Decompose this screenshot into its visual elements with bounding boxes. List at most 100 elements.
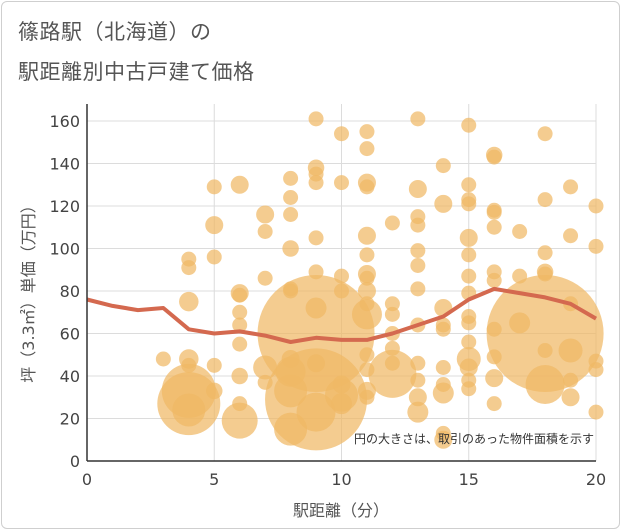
bubble-point — [351, 299, 382, 330]
bubble-point — [206, 249, 222, 265]
bubble-point — [410, 111, 426, 127]
y-tick-label: 160 — [49, 112, 80, 131]
bubble-point — [410, 217, 426, 233]
bubble-point — [359, 179, 375, 195]
bubble-point — [384, 306, 400, 322]
bubble-point — [486, 204, 502, 220]
bubble-point — [357, 226, 376, 245]
bubble-point — [525, 365, 565, 404]
bubble-point — [308, 175, 324, 191]
y-tick-label: 140 — [49, 155, 80, 174]
bubble-point — [232, 336, 248, 352]
bubble-point — [334, 283, 349, 299]
bubble-point — [461, 177, 477, 193]
bubble-point — [537, 343, 553, 358]
bubble-point — [384, 215, 400, 231]
bubble-point — [331, 393, 352, 415]
bubble-point — [232, 287, 248, 303]
bubble-point — [486, 396, 502, 412]
bubble-point — [408, 388, 427, 407]
bubble-point — [232, 317, 248, 333]
bubble-point — [308, 111, 324, 127]
bubble-point — [155, 351, 171, 367]
y-tick-label: 60 — [60, 325, 80, 344]
bubble-point — [486, 272, 502, 288]
bubble-point — [461, 117, 477, 133]
bubble-point — [368, 349, 417, 398]
bubble-point — [334, 126, 349, 142]
x-tick-label: 5 — [209, 470, 219, 489]
bubble-point — [461, 381, 477, 397]
bubble-point — [282, 240, 299, 257]
bubble-point — [172, 393, 206, 427]
bubble-point — [179, 291, 199, 312]
y-tick-label: 0 — [70, 452, 80, 471]
bubble-point — [485, 369, 504, 388]
bubble-point — [410, 372, 426, 388]
bubble-point — [410, 258, 426, 273]
bubble-point — [410, 281, 426, 297]
bubble-point — [588, 404, 604, 420]
bubble-point — [206, 382, 223, 400]
x-tick-label: 10 — [331, 470, 351, 489]
bubble-point — [181, 260, 197, 276]
bubble-point — [588, 238, 604, 254]
bubble-point — [221, 402, 258, 439]
bubble-point — [357, 282, 376, 300]
x-tick-label: 0 — [82, 470, 92, 489]
bubble-point — [461, 268, 477, 284]
y-tick-label: 80 — [60, 282, 80, 301]
bubble-point — [206, 357, 222, 373]
x-tick-label: 15 — [459, 470, 479, 489]
bubble-point — [230, 175, 249, 194]
y-axis-label: 坪（3.3㎡）単価（万円） — [19, 197, 38, 382]
chart-title-line-1: 篠路駅（北海道）の — [18, 20, 212, 44]
bubble-point — [537, 126, 553, 142]
bubble-point — [434, 194, 453, 213]
bubble-point — [435, 360, 451, 375]
bubble-point — [359, 270, 375, 286]
axes: 0 20 40 60 80 100 120 140 160 0 5 10 15 20 — [49, 104, 606, 489]
bubble-point — [537, 192, 553, 208]
bubble-point — [561, 388, 580, 407]
bubble-point — [461, 315, 477, 331]
bubble-point — [459, 228, 478, 247]
bubble-point — [283, 170, 299, 186]
bubble-point — [407, 401, 429, 423]
bubble-point — [486, 149, 502, 165]
bubble-point — [257, 224, 273, 239]
bubble-size-note: 円の大きさは、取引のあった物件面積を示す — [354, 431, 594, 446]
bubble-point — [432, 382, 454, 404]
bubble-point — [232, 304, 248, 320]
bubble-point — [435, 158, 451, 174]
bubble-point — [410, 243, 426, 259]
y-tick-label: 20 — [60, 410, 80, 429]
bubble-point — [384, 296, 400, 312]
bubble-point — [308, 230, 324, 246]
bubble-point — [256, 205, 275, 224]
bubble-point — [359, 389, 375, 405]
bubble-point — [588, 362, 604, 378]
trend-series — [86, 286, 598, 344]
bubble-point — [563, 179, 579, 195]
bubble-point — [334, 175, 349, 191]
bubble-point — [410, 355, 426, 371]
x-axis-label: 駅距離（分） — [293, 501, 389, 520]
bubble-point — [206, 179, 222, 195]
bubble-point — [283, 207, 299, 222]
y-tick-label: 120 — [49, 197, 80, 216]
bubble-point — [558, 338, 583, 363]
bubble-point — [461, 334, 477, 350]
bubble-point — [334, 268, 349, 284]
bubble-point — [512, 224, 528, 239]
bubble-point — [205, 216, 224, 235]
bubble-point — [359, 141, 375, 157]
bubble-point — [588, 198, 604, 214]
x-tick-label: 20 — [586, 470, 606, 489]
bubble-point — [563, 228, 579, 244]
bubble-point — [434, 430, 453, 449]
bubble-point — [408, 180, 427, 198]
bubble-point — [459, 358, 478, 377]
bubble-point — [461, 247, 477, 263]
bubble-point — [283, 190, 299, 205]
